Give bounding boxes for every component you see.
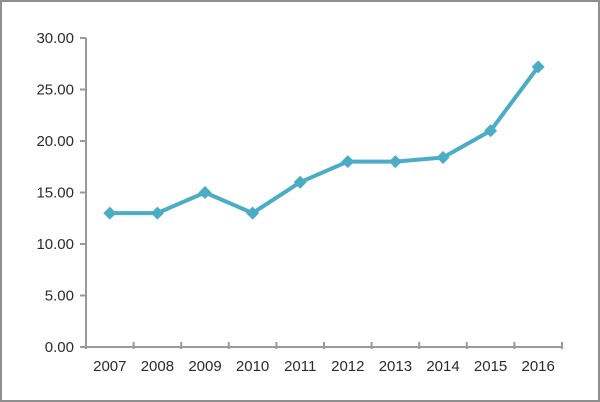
data-point-marker (388, 155, 402, 169)
data-point-marker (198, 186, 212, 199)
x-tick-label: 2009 (188, 358, 221, 375)
data-point-marker (531, 60, 545, 74)
y-tick-label: 20.00 (36, 133, 74, 150)
x-tick-label: 2011 (284, 358, 316, 375)
y-tick-label: 30.00 (36, 30, 74, 47)
data-point-marker (246, 206, 260, 220)
data-point-marker (150, 206, 164, 220)
data-point-marker (341, 155, 355, 169)
data-line (107, 64, 541, 216)
x-tick-label: 2012 (331, 358, 364, 375)
data-point-marker (484, 124, 498, 138)
y-tick-label: 0.00 (45, 339, 74, 356)
x-tick-label: 2016 (522, 358, 555, 375)
x-tick-label: 2014 (426, 358, 459, 375)
y-tick-label: 15.00 (36, 185, 74, 202)
y-tick-label: 25.00 (36, 82, 74, 99)
x-tick-label: 2015 (474, 358, 507, 375)
x-tick-label: 2013 (379, 358, 412, 375)
x-tick-label: 2007 (93, 358, 126, 375)
y-tick-label: 10.00 (36, 236, 74, 253)
data-point-marker (103, 206, 117, 220)
x-tick-label: 2008 (141, 358, 174, 375)
x-tick-label: 2010 (236, 358, 269, 375)
y-tick-label: 5.00 (45, 288, 74, 305)
data-point-marker (436, 150, 450, 164)
data-point-marker (293, 175, 307, 189)
